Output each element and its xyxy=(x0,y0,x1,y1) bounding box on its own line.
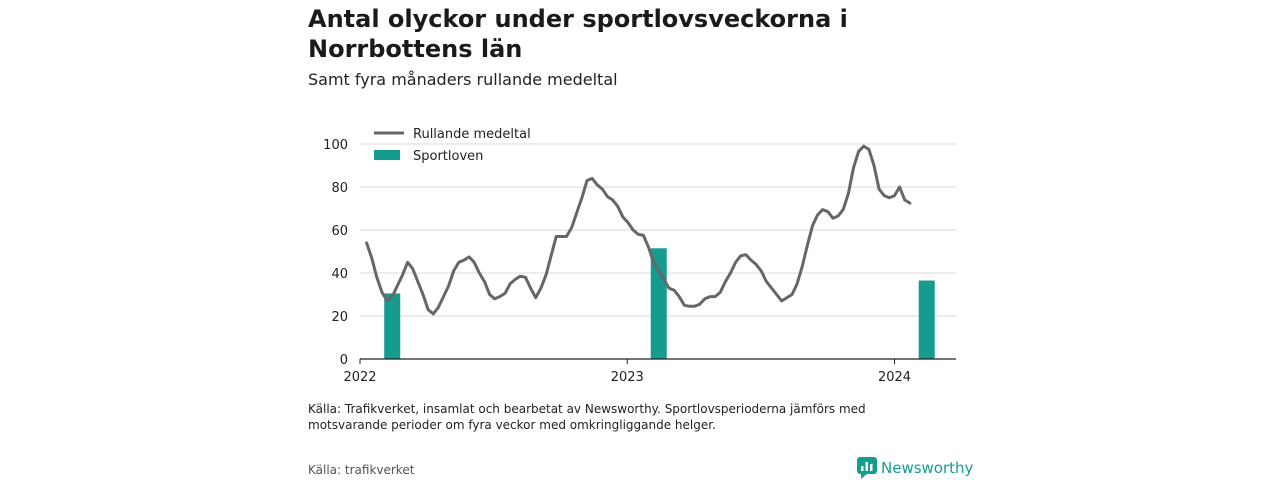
rolling-average-line xyxy=(365,144,912,316)
y-tick-label: 0 xyxy=(340,353,348,368)
axes: 0 20 40 60 80 100 2022 2023 2024 xyxy=(323,138,956,385)
newsworthy-icon xyxy=(857,457,877,479)
x-tick-label: 2022 xyxy=(343,370,376,385)
bar xyxy=(918,280,935,359)
y-tick-label: 20 xyxy=(331,310,348,325)
y-tick-label: 40 xyxy=(331,267,348,282)
brand-logo[interactable]: Newsworthy xyxy=(857,457,973,479)
x-tick-label: 2023 xyxy=(611,370,644,385)
brand-name: Newsworthy xyxy=(881,459,974,477)
bar xyxy=(650,248,667,359)
footnote: Källa: Trafikverket, insamlat och bearbe… xyxy=(308,402,866,432)
source-text: Källa: trafikverket xyxy=(308,463,415,477)
y-tick-label: 100 xyxy=(323,138,348,153)
chart-title: Antal olyckor under sportlovsveckorna i … xyxy=(308,5,848,63)
x-tick-label: 2024 xyxy=(878,370,911,385)
bar-series xyxy=(384,248,935,359)
chart-subtitle: Samt fyra månaders rullande medeltal xyxy=(308,70,618,89)
line-series xyxy=(365,144,912,316)
legend-label-line: Rullande medeltal xyxy=(413,127,531,142)
y-tick-label: 80 xyxy=(331,181,348,196)
legend-label-bars: Sportloven xyxy=(413,149,483,164)
gridlines xyxy=(360,143,956,317)
legend: Rullande medeltal Sportloven xyxy=(374,127,531,164)
bar xyxy=(384,293,401,359)
legend-bar-swatch xyxy=(374,150,400,160)
y-tick-label: 60 xyxy=(331,224,348,239)
